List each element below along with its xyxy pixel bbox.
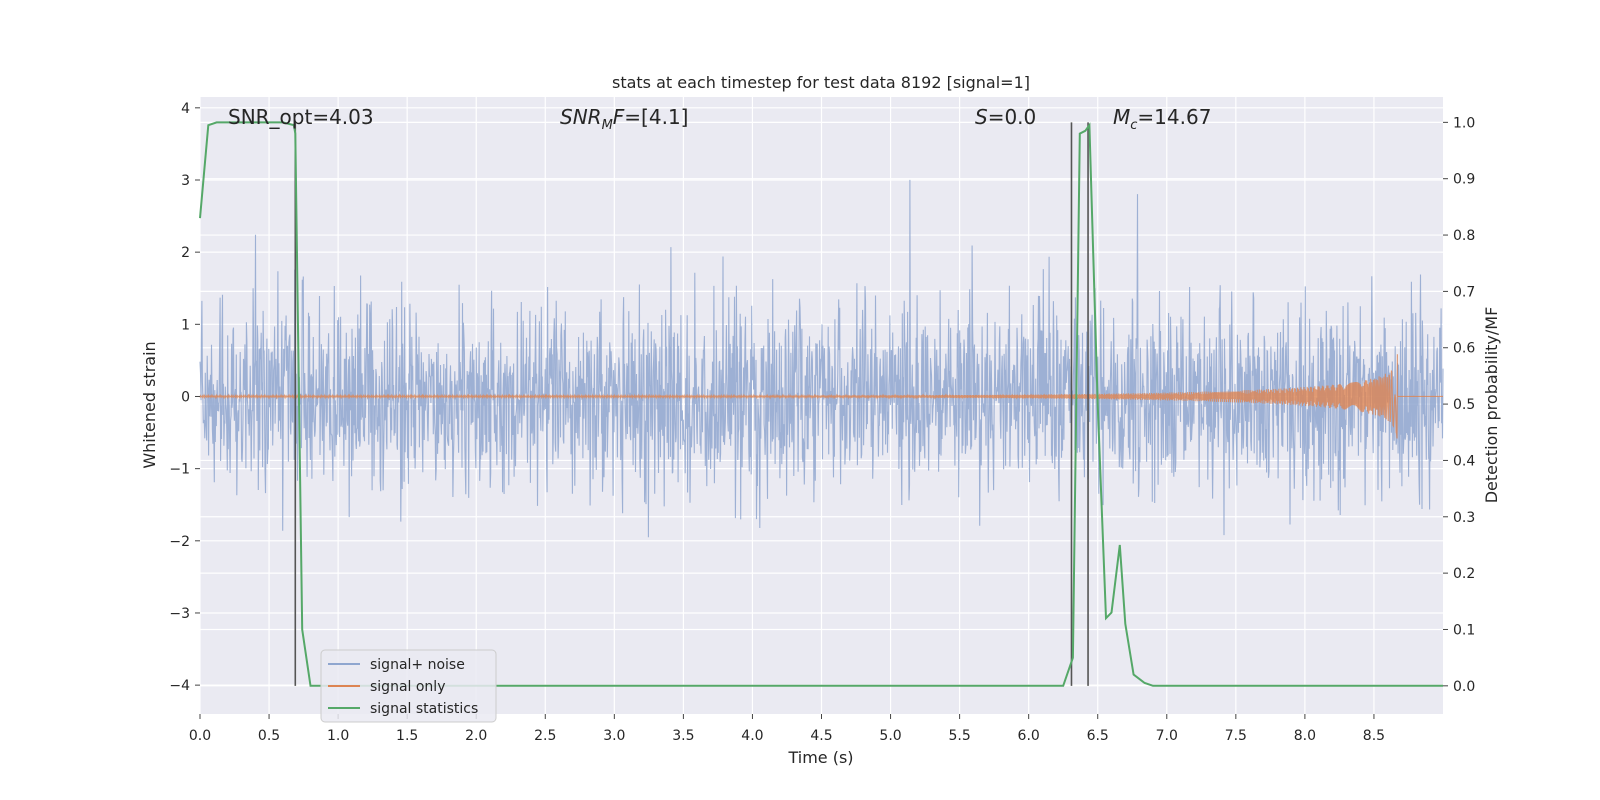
legend-box: [320, 649, 497, 723]
y-right-tick-label: 0.9: [1453, 172, 1475, 188]
y-left-tick-label: 2: [181, 245, 190, 261]
annotation-snr-mf: SNRMF=[4.1]: [560, 105, 688, 133]
legend-label-signal-noise: signal+ noise: [370, 657, 465, 673]
x-tick-label: 2.0: [465, 728, 487, 744]
x-tick-label: 6.5: [1087, 728, 1109, 744]
x-tick-label: 8.0: [1294, 728, 1316, 744]
x-tick-label: 0.0: [189, 728, 211, 744]
y-right-tick-label: 0.3: [1453, 510, 1475, 526]
y-left-tick-label: −2: [169, 534, 190, 550]
signal-statistics-line: [199, 121, 1443, 687]
y-right-tick-label: 0.1: [1453, 622, 1475, 638]
annotation-s: S=0.0: [975, 105, 1036, 129]
legend-label-signal-only: signal only: [370, 679, 445, 695]
y-left-tick-label: −3: [169, 606, 190, 622]
x-tick-label: 2.5: [534, 728, 556, 744]
y-left-tick-label: 3: [181, 173, 190, 189]
y-right-tick-label: 0.8: [1453, 228, 1475, 244]
legend: signal+ noise signal only signal statist…: [320, 649, 497, 723]
x-tick-label: 1.5: [396, 728, 418, 744]
x-tick-labels: 0.0 0.5 1.0 1.5 2.0 2.5 3.0 3.5 4.0 4.5 5.0 5.5 6.0 6…: [189, 714, 1385, 744]
x-tick-label: 0.5: [258, 728, 280, 744]
legend-label-signal-statistics: signal statistics: [370, 701, 478, 717]
y-axis-right-label: Detection probability/MF: [1482, 307, 1501, 504]
x-axis-label: Time (s): [787, 748, 853, 767]
y-right-tick-label: 0.0: [1453, 679, 1475, 695]
y-right-tick-label: 0.2: [1453, 566, 1475, 582]
y-right-tick-label: 0.5: [1453, 397, 1475, 413]
y-left-tick-label: 4: [181, 101, 190, 117]
signal-only-series: [199, 354, 1443, 439]
y-left-tick-labels: 4 3 2 1 0 −1 −2 −3 −4: [169, 101, 200, 694]
y-right-tick-label: 0.6: [1453, 341, 1475, 357]
chart-title: stats at each timestep for test data 819…: [612, 73, 1030, 92]
y-right-tick-label: 1.0: [1453, 115, 1475, 131]
x-tick-label: 8.5: [1363, 728, 1385, 744]
y-left-tick-label: 1: [181, 317, 190, 333]
y-axis-left-label: Whitened strain: [140, 341, 159, 468]
annotations: SNR_opt=4.03 SNRMF=[4.1] S=0.0 Mc=14.67: [228, 105, 1211, 133]
y-right-tick-labels: 1.0 0.9 0.8 0.7 0.6 0.5 0.4 0.3 0.2 0.1 0.0: [1443, 115, 1475, 695]
y-right-tick-label: 0.7: [1453, 284, 1475, 300]
x-tick-label: 7.5: [1225, 728, 1247, 744]
y-left-tick-label: −1: [169, 462, 190, 478]
x-tick-label: 3.0: [603, 728, 625, 744]
annotation-snr-opt: SNR_opt=4.03: [228, 105, 374, 129]
annotation-mc: Mc=14.67: [1113, 105, 1211, 133]
signal-only-line: [199, 354, 1443, 439]
signal-noise-series: [199, 179, 1444, 538]
x-tick-label: 6.0: [1018, 728, 1040, 744]
signal-noise-line: [199, 179, 1444, 538]
x-tick-label: 4.5: [810, 728, 832, 744]
y-left-tick-label: 0: [181, 389, 190, 405]
x-tick-label: 3.5: [672, 728, 694, 744]
x-tick-label: 7.0: [1156, 728, 1178, 744]
x-tick-label: 4.0: [741, 728, 763, 744]
x-tick-label: 1.0: [327, 728, 349, 744]
y-right-tick-label: 0.4: [1453, 453, 1475, 469]
x-tick-label: 5.0: [879, 728, 901, 744]
vertical-lines: [294, 122, 1089, 686]
signal-statistics-series: [199, 121, 1443, 687]
x-tick-label: 5.5: [948, 728, 970, 744]
y-left-tick-label: −4: [169, 678, 190, 694]
